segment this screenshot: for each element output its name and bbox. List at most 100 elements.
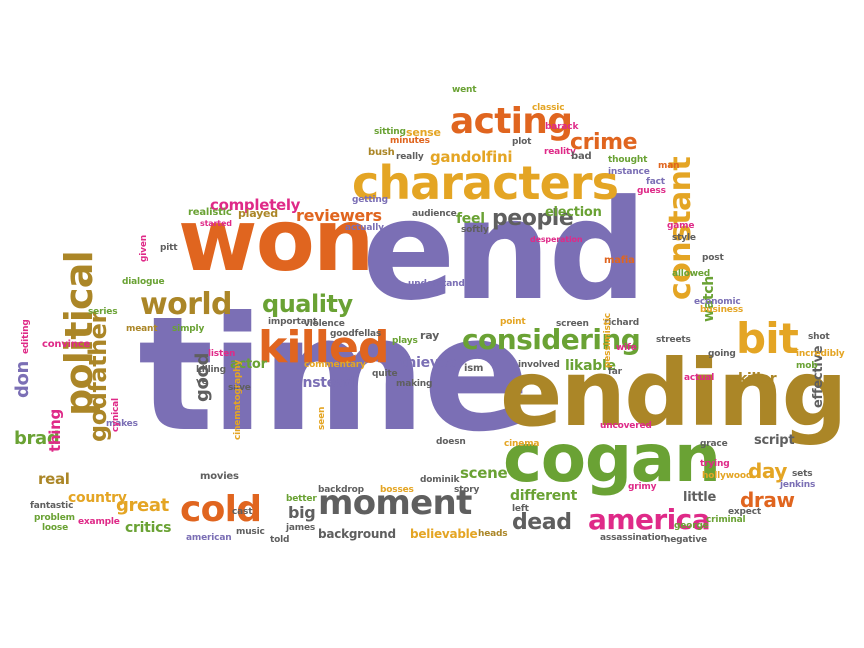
word-incredibly: incredibly xyxy=(796,349,845,359)
word-important: important xyxy=(268,317,317,327)
word-acting: acting xyxy=(450,101,573,142)
word-pitt: pitt xyxy=(160,243,178,253)
word-seen: seen xyxy=(317,406,327,430)
word-mob: mob xyxy=(796,361,818,371)
word-feel: feel xyxy=(456,211,485,227)
word-pessimistic: pessimistic xyxy=(603,313,613,368)
word-getting: getting xyxy=(352,195,388,205)
word-day: day xyxy=(748,459,788,483)
word-backdrop: backdrop xyxy=(318,485,364,495)
word-actually: actually xyxy=(345,223,384,233)
word-involved: involved xyxy=(518,360,560,370)
word-cold: cold xyxy=(180,489,262,530)
word-played: played xyxy=(238,207,278,220)
word-shot: shot xyxy=(808,332,830,342)
word-killing: killing xyxy=(196,365,226,375)
word-bit: bit xyxy=(736,314,799,363)
word-american: american xyxy=(186,533,232,543)
word-ve: ve xyxy=(196,377,208,387)
word-little: little xyxy=(683,490,717,505)
word-ray: ray xyxy=(420,329,440,342)
word-sitting: sitting xyxy=(374,127,406,137)
word-editing: editing xyxy=(21,319,31,354)
word-guess: guess xyxy=(637,186,666,196)
word-post: post xyxy=(702,253,724,263)
word-going: going xyxy=(708,349,736,359)
word-brad: brad xyxy=(14,428,60,449)
word-grimy: grimy xyxy=(628,482,657,492)
word-left: left xyxy=(512,504,529,514)
word-scene: scene xyxy=(460,464,508,482)
word-makes: makes xyxy=(106,419,138,429)
word-quite: quite xyxy=(372,369,398,379)
word-critics: critics xyxy=(125,520,172,536)
word-cynical: cynical xyxy=(111,398,121,432)
word-trying: trying xyxy=(700,459,730,469)
word-script: script xyxy=(754,433,795,448)
word-violence: violence xyxy=(304,319,345,329)
word-example: example xyxy=(78,517,120,527)
word-business: business xyxy=(700,305,744,315)
word-gandolfini: gandolfini xyxy=(430,148,513,166)
word-music: music xyxy=(236,527,265,537)
word-quality: quality xyxy=(262,290,353,318)
word-really: really xyxy=(396,152,424,162)
word-reviewers: reviewers xyxy=(296,206,382,225)
word-assassination: assassination xyxy=(600,533,667,543)
word-considering: considering xyxy=(462,323,641,356)
word-plays: plays xyxy=(392,336,418,346)
word-different: different xyxy=(510,488,578,504)
word-wife: wife xyxy=(616,343,637,353)
word-realistic: realistic xyxy=(188,207,232,218)
word-desperation: desperation xyxy=(530,235,583,244)
word-draw: draw xyxy=(740,488,795,512)
word-ism: ism xyxy=(464,363,484,374)
word-actual: actual xyxy=(684,373,715,383)
word-don: don xyxy=(12,361,33,398)
word-real: real xyxy=(38,470,70,488)
word-expect: expect xyxy=(728,507,762,517)
word-problem: problem xyxy=(34,513,75,523)
word-instead: instead xyxy=(298,375,355,391)
word-criminal: criminal xyxy=(706,515,746,525)
word-softly: softly xyxy=(461,225,489,235)
word-mafia: mafia xyxy=(604,255,635,266)
word-doesn: doesn xyxy=(436,437,466,447)
word-country: country xyxy=(68,490,127,506)
word-game: game xyxy=(667,221,695,231)
word-crime: crime xyxy=(570,130,638,155)
word-given: given xyxy=(139,234,149,262)
word-killed: killed xyxy=(258,322,389,373)
word-bad: bad xyxy=(571,151,592,162)
word-better: better xyxy=(286,494,317,504)
word-likable: likable xyxy=(565,358,616,374)
word-ending: ending xyxy=(500,340,847,447)
word-actor: actor xyxy=(230,357,267,372)
word-sets: sets xyxy=(792,469,813,479)
word-minutes: minutes xyxy=(390,136,430,146)
word-won: won xyxy=(178,191,374,291)
word-dialogue: dialogue xyxy=(122,277,165,287)
word-understand: understand xyxy=(408,279,465,289)
word-end: end xyxy=(362,170,647,331)
word-bosses: bosses xyxy=(380,485,414,495)
word-commentary: commentary xyxy=(304,360,366,370)
word-far: far xyxy=(608,367,622,377)
word-george: george xyxy=(674,521,709,531)
word-time: time xyxy=(138,283,530,467)
word-believable: believable xyxy=(410,527,478,541)
word-audience: audience xyxy=(412,209,457,219)
word-man: man xyxy=(658,161,680,171)
word-cinema: cinema xyxy=(504,439,540,449)
word-characters: characters xyxy=(352,156,619,210)
word-movies: movies xyxy=(200,471,239,482)
word-thing: thing xyxy=(46,409,64,452)
word-hollywood: hollywood xyxy=(702,471,753,481)
word-classic: classic xyxy=(532,103,565,113)
word-dominik: dominik xyxy=(420,475,460,485)
word-loose: loose xyxy=(42,523,69,533)
word-cinematography: cinematography xyxy=(233,359,243,440)
word-started: started xyxy=(200,219,232,228)
word-background: background xyxy=(318,527,396,541)
word-barack: barack xyxy=(545,122,579,132)
